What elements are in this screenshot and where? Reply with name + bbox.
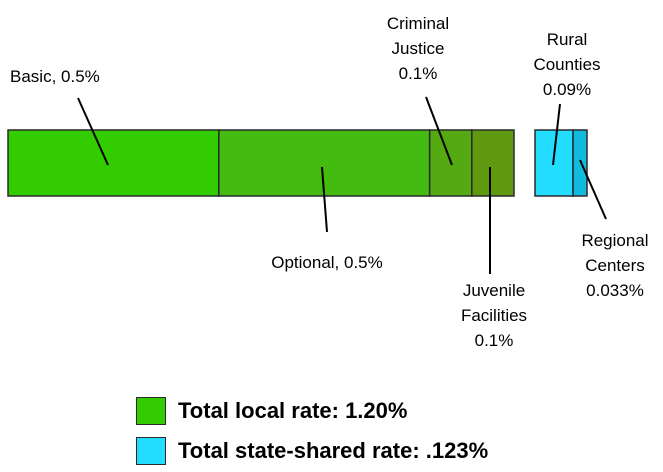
data-label-rural-counties-line: 0.09% — [543, 80, 591, 99]
legend-label-local: Total local rate: 1.20% — [178, 398, 408, 423]
legend-swatch-state — [136, 437, 166, 465]
data-label-juvenile-facilities-line: Facilities — [461, 306, 527, 325]
legend-item-state: Total state-shared rate: .123% — [136, 437, 488, 465]
bar-segments — [7, 129, 588, 197]
legend-item-local: Total local rate: 1.20% — [136, 397, 407, 425]
leader-line-optional — [321, 166, 328, 233]
bar-segment-juvenile-facilities — [471, 129, 515, 197]
data-label-basic-line: Basic, 0.5% — [10, 67, 100, 86]
data-label-rural-counties-line: Counties — [533, 55, 600, 74]
data-label-regional-centers-line: Centers — [585, 256, 645, 275]
data-label-juvenile-facilities: Juvenile Facilities 0.1% — [461, 281, 527, 350]
data-label-basic: Basic, 0.5% — [10, 67, 100, 86]
bar-segment-basic — [7, 129, 220, 197]
data-label-juvenile-facilities-line: Juvenile — [463, 281, 525, 300]
data-label-regional-centers: Regional Centers 0.033% — [581, 231, 648, 300]
leader-lines — [77, 96, 607, 274]
data-label-criminal-justice-line: 0.1% — [399, 64, 438, 83]
data-labels: Basic, 0.5% Optional, 0.5% Criminal Justice… — [10, 14, 649, 350]
legend-swatch-local — [136, 397, 166, 425]
data-label-criminal-justice: Criminal Justice 0.1% — [387, 14, 449, 83]
bar-segment-regional-centers — [572, 129, 588, 197]
data-label-juvenile-facilities-line: 0.1% — [475, 331, 514, 350]
leader-line-regional-centers — [579, 159, 607, 220]
legend-label-state: Total state-shared rate: .123% — [178, 438, 489, 463]
data-label-optional-line: Optional, 0.5% — [271, 253, 383, 272]
leader-line-basic — [77, 97, 109, 166]
data-label-rural-counties: Rural Counties 0.09% — [533, 30, 600, 99]
data-label-criminal-justice-line: Justice — [392, 39, 445, 58]
leader-line-criminal-justice — [425, 96, 453, 166]
data-label-rural-counties-line: Rural — [547, 30, 588, 49]
data-label-regional-centers-line: Regional — [581, 231, 648, 250]
data-label-criminal-justice-line: Criminal — [387, 14, 449, 33]
data-label-regional-centers-line: 0.033% — [586, 281, 644, 300]
leader-line-rural-counties — [552, 103, 561, 166]
data-label-optional: Optional, 0.5% — [271, 253, 383, 272]
stacked-bar-chart: Basic, 0.5% Optional, 0.5% Criminal Justice… — [7, 14, 649, 350]
